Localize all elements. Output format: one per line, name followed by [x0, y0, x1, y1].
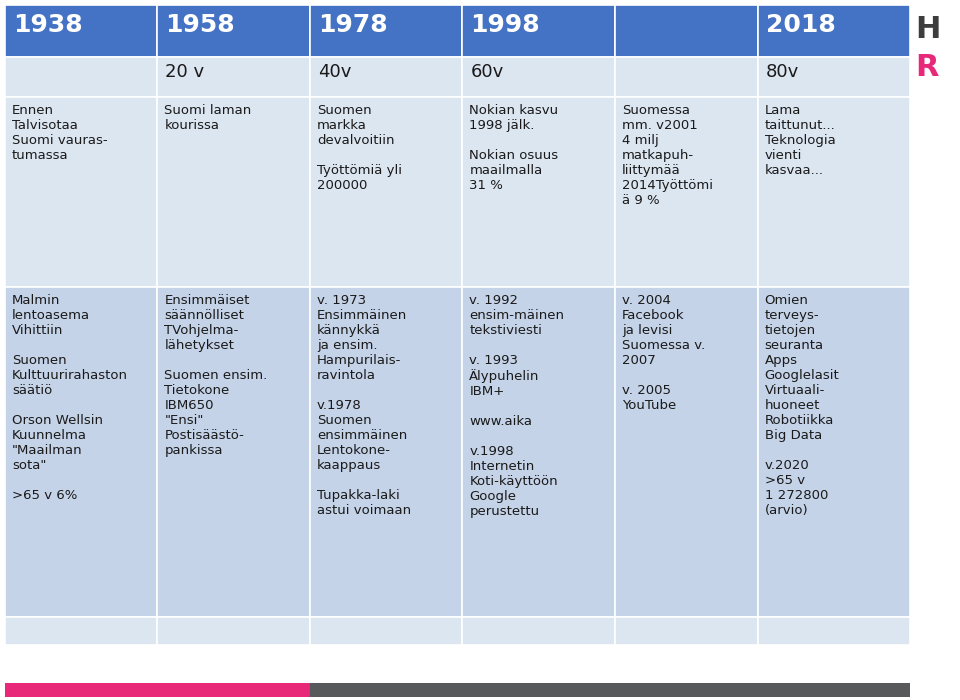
Text: Ensimmäiset
säännölliset
TVohjelma-
lähetykset

Suomen ensim.
Tietokone
IBM650
": Ensimmäiset säännölliset TVohjelma- lähe…: [164, 294, 268, 457]
Bar: [614, 287, 757, 617]
Bar: [310, 683, 910, 697]
Text: Lama
taittunut...
Teknologia
vienti
kasvaa...: Lama taittunut... Teknologia vienti kasv…: [764, 104, 835, 177]
Text: 20 v: 20 v: [165, 63, 204, 81]
Bar: [157, 287, 310, 617]
Bar: [5, 57, 157, 97]
Text: 1938: 1938: [13, 13, 83, 37]
Text: Omien
terveys-
tietojen
seuranta
Apps
Googlelasit
Virtuaali-
huoneet
Robotiikka
: Omien terveys- tietojen seuranta Apps Go…: [764, 294, 839, 517]
Bar: [5, 5, 157, 57]
Bar: [5, 287, 157, 617]
Bar: [157, 617, 310, 645]
Text: Malmin
lentoasema
Vihittiin

Suomen
Kulttuurirahaston
säätiö

Orson Wellsin
Kuun: Malmin lentoasema Vihittiin Suomen Kultt…: [12, 294, 128, 502]
Bar: [614, 97, 757, 287]
Text: 40v: 40v: [318, 63, 351, 81]
Bar: [157, 97, 310, 287]
Text: v. 2004
Facebook
ja levisi
Suomessa v.
2007

v. 2005
YouTube: v. 2004 Facebook ja levisi Suomessa v. 2…: [622, 294, 705, 412]
Bar: [157, 57, 310, 97]
Text: 1998: 1998: [470, 13, 540, 37]
Bar: [5, 683, 310, 697]
Bar: [310, 57, 463, 97]
Bar: [5, 97, 157, 287]
Bar: [463, 57, 614, 97]
Bar: [757, 5, 910, 57]
Text: Ennen
Talvisotaa
Suomi vauras-
tumassa: Ennen Talvisotaa Suomi vauras- tumassa: [12, 104, 108, 162]
Text: 1958: 1958: [165, 13, 235, 37]
Bar: [614, 617, 757, 645]
Text: 2018: 2018: [765, 13, 835, 37]
Bar: [757, 287, 910, 617]
Bar: [463, 287, 614, 617]
Bar: [5, 617, 157, 645]
Bar: [757, 97, 910, 287]
Text: Suomen
markka
devalvoitiin

Työttömiä yli
200000: Suomen markka devalvoitiin Työttömiä yli…: [317, 104, 402, 192]
Text: H: H: [915, 15, 941, 44]
Text: R: R: [915, 53, 939, 82]
Bar: [614, 57, 757, 97]
Bar: [463, 617, 614, 645]
Bar: [310, 97, 463, 287]
Bar: [310, 287, 463, 617]
Bar: [614, 5, 757, 57]
Text: v. 1973
Ensimmäinen
kännykkä
ja ensim.
Hampurilais-
ravintola

v.1978
Suomen
ens: v. 1973 Ensimmäinen kännykkä ja ensim. H…: [317, 294, 411, 517]
Bar: [157, 5, 310, 57]
Bar: [463, 5, 614, 57]
Text: Nokian kasvu
1998 jälk.

Nokian osuus
maailmalla
31 %: Nokian kasvu 1998 jälk. Nokian osuus maa…: [469, 104, 559, 192]
Bar: [310, 617, 463, 645]
Text: 60v: 60v: [470, 63, 504, 81]
Text: Suomessa
mm. v2001
4 milj
matkapuh-
liittymää
2014Työttömi
ä 9 %: Suomessa mm. v2001 4 milj matkapuh- liit…: [622, 104, 712, 207]
Text: Suomi laman
kourissa: Suomi laman kourissa: [164, 104, 252, 132]
Text: 1978: 1978: [318, 13, 388, 37]
Bar: [757, 617, 910, 645]
Bar: [757, 57, 910, 97]
Text: v. 1992
ensim-mäinen
tekstiviesti

v. 1993
Älypuhelin
IBM+

www.aika

v.1998
Int: v. 1992 ensim-mäinen tekstiviesti v. 199…: [469, 294, 564, 518]
Bar: [463, 97, 614, 287]
Bar: [310, 5, 463, 57]
Text: 80v: 80v: [765, 63, 799, 81]
